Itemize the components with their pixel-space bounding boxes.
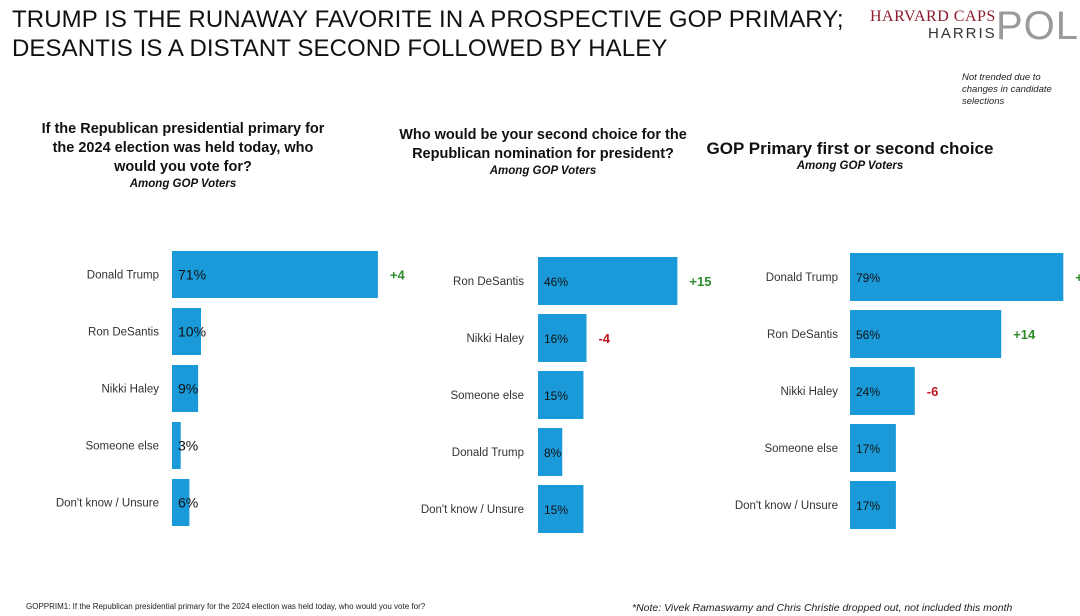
logo-line-3: POLL — [996, 8, 1080, 48]
chart-1-category-label-4: Someone else — [85, 441, 159, 453]
chart-1-title-line-1: If the Republican presidential primary f… — [41, 121, 325, 137]
chart-2-title: Who would be your second choice for the … — [378, 126, 708, 178]
chart-2-bar-5 — [538, 485, 584, 533]
chart-1-bar-1 — [172, 251, 378, 298]
chart-3-change-label-3: -6 — [927, 384, 939, 399]
title-line-2: DESANTIS IS A DISTANT SECOND FOLLOWED BY… — [12, 35, 668, 62]
chart-1-value-label-1: 71% — [178, 267, 206, 283]
chart-3-category-label-1: Donald Trump — [766, 272, 838, 284]
chart-3-category-label-2: Ron DeSantis — [767, 329, 838, 341]
chart-2-change-label-1: +15 — [689, 274, 711, 289]
chart-1-title-line-3: would you vote for? — [114, 159, 252, 175]
chart-3-subtitle: Among GOP Voters — [796, 160, 904, 172]
chart-3-value-label-4: 17% — [856, 442, 880, 456]
chart-1-value-label-2: 10% — [178, 324, 206, 340]
slide-title: TRUMP IS THE RUNAWAY FAVORITE IN A PROSP… — [12, 5, 844, 63]
chart-2-value-label-3: 15% — [544, 389, 568, 403]
chart-1-value-label-3: 9% — [178, 381, 198, 397]
chart-2-category-label-5: Don't know / Unsure — [421, 504, 524, 516]
chart-3-bar-1 — [850, 253, 1064, 301]
chart-1-category-label-3: Nikki Haley — [101, 384, 159, 396]
chart-3-title: GOP Primary first or second choice Among… — [690, 138, 1010, 173]
chart-3-title-line-1: GOP Primary first or second choice — [706, 139, 994, 158]
chart-1-subtitle: Among GOP Voters — [129, 178, 237, 190]
footer-note: *Note: Vivek Ramaswamy and Chris Christi… — [632, 602, 1013, 614]
chart-3-bar-3 — [850, 367, 915, 415]
chart-2-category-label-1: Ron DeSantis — [453, 276, 524, 288]
chart-3-change-label-2: +14 — [1013, 327, 1036, 342]
chart-3-category-label-3: Nikki Haley — [780, 386, 838, 398]
chart-3-value-label-5: 17% — [856, 499, 880, 513]
chart-1-change-label-1: +4 — [390, 268, 406, 283]
chart-3-change-label-1: + — [1075, 270, 1080, 285]
chart-2-value-label-2: 16% — [544, 332, 568, 346]
chart-2-value-label-4: 8% — [544, 446, 562, 460]
chart-2-bar-4 — [538, 428, 563, 476]
chart-1-title: If the Republican presidential primary f… — [18, 120, 348, 191]
chart-1-bar-4 — [172, 422, 181, 469]
harvard-caps-harris-poll-logo: HARVARD CAPS HARRIS POLL — [868, 8, 1080, 48]
chart-3-value-label-2: 56% — [856, 328, 880, 342]
chart-2-change-label-2: -4 — [598, 331, 610, 346]
chart-3-value-label-1: 79% — [856, 271, 880, 285]
chart-3-bar-4 — [850, 424, 896, 472]
chart-2-category-label-3: Someone else — [450, 390, 524, 402]
logo-line-1: HARVARD CAPS — [870, 8, 996, 25]
chart-2-subtitle: Among GOP Voters — [489, 165, 597, 177]
chart-2-title-line-2: Republican nomination for president? — [412, 146, 674, 162]
chart-3-bar-5 — [850, 481, 896, 529]
chart-1-bar-5 — [172, 479, 190, 526]
chart-3-value-label-3: 24% — [856, 385, 880, 399]
chart-1-bar-3 — [172, 365, 199, 412]
chart-2-category-label-2: Nikki Haley — [466, 333, 524, 345]
chart-3-category-label-5: Don't know / Unsure — [735, 500, 838, 512]
chart-1-bar-2 — [172, 308, 201, 355]
trend-note: Not trended due to changes in candidate … — [962, 72, 1052, 107]
logo-line-2: HARRIS — [928, 25, 997, 42]
chart-1-title-line-2: the 2024 election was held today, who — [52, 140, 314, 156]
chart-2-value-label-1: 46% — [544, 275, 568, 289]
chart-1-value-label-5: 6% — [178, 495, 198, 511]
chart-3-bar-2 — [850, 310, 1002, 358]
chart-2-bar-3 — [538, 371, 584, 419]
chart-3-category-label-4: Someone else — [764, 443, 838, 455]
chart-2-value-label-5: 15% — [544, 503, 568, 517]
chart-1-category-label-5: Don't know / Unsure — [56, 498, 159, 510]
chart-2-bar-2 — [538, 314, 587, 362]
chart-2-title-line-1: Who would be your second choice for the — [399, 127, 687, 143]
chart-1-category-label-2: Ron DeSantis — [88, 327, 159, 339]
title-line-1: TRUMP IS THE RUNAWAY FAVORITE IN A PROSP… — [12, 6, 844, 33]
footer-question: GOPPRIM1: If the Republican presidential… — [26, 602, 426, 611]
chart-2-bar-1 — [538, 257, 678, 305]
chart-2-category-label-4: Donald Trump — [452, 447, 524, 459]
chart-1-category-label-1: Donald Trump — [87, 270, 159, 282]
chart-1-value-label-4: 3% — [178, 438, 198, 454]
